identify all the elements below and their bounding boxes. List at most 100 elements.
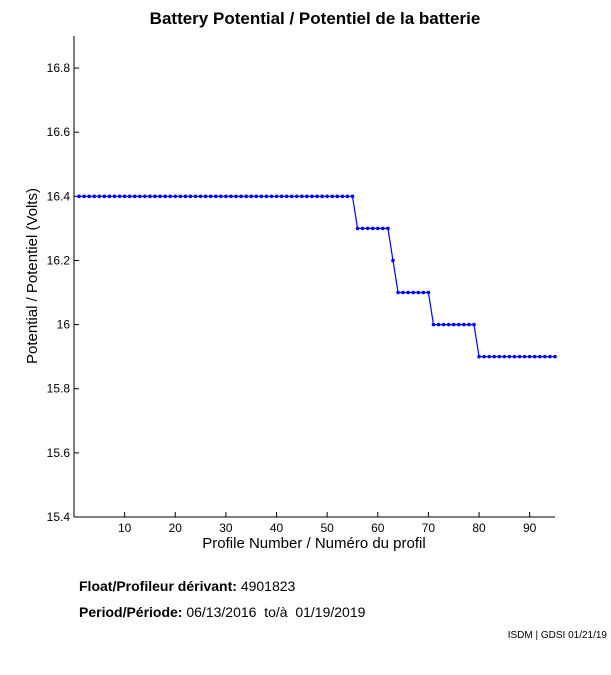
y-tick-label: 16.4 <box>47 189 71 203</box>
float-value: 4901823 <box>240 578 296 594</box>
data-point <box>522 354 527 359</box>
x-tick-label: 40 <box>270 521 284 535</box>
x-tick-label: 80 <box>472 521 486 535</box>
data-point <box>436 322 441 327</box>
data-point <box>320 194 324 199</box>
data-point <box>229 194 233 199</box>
data-point <box>482 354 486 359</box>
data-point <box>365 226 370 231</box>
data-point <box>527 354 532 359</box>
data-point <box>102 194 107 199</box>
data-point <box>360 226 365 231</box>
y-tick-label: 16.8 <box>47 61 71 75</box>
data-point <box>153 194 157 199</box>
data-point <box>375 226 380 231</box>
float-info: Float/Profileur dérivant: 4901823 <box>79 578 295 594</box>
x-tick-label: 10 <box>118 521 132 535</box>
data-point <box>330 194 335 199</box>
data-point <box>411 290 416 295</box>
data-point <box>355 226 360 231</box>
data-point <box>183 194 188 199</box>
y-tick-label: 16.2 <box>47 253 71 267</box>
data-point <box>462 322 466 327</box>
data-point <box>163 194 167 199</box>
data-point <box>264 194 269 199</box>
data-point <box>401 290 405 295</box>
x-tick-label: 20 <box>169 521 183 535</box>
data-point <box>148 194 152 199</box>
data-point <box>244 194 248 199</box>
data-point <box>543 354 547 359</box>
data-point <box>254 194 259 199</box>
data-point <box>77 194 81 199</box>
data-point <box>284 194 289 199</box>
data-point <box>203 194 208 199</box>
data-point <box>274 194 279 199</box>
data-point <box>158 194 162 199</box>
data-point <box>97 194 102 199</box>
data-point <box>345 194 350 199</box>
data-point <box>532 354 537 359</box>
data-point <box>492 354 497 359</box>
period-value: 06/13/2016 to/à 01/19/2019 <box>186 604 366 620</box>
series-line <box>79 195 555 358</box>
data-point <box>335 194 340 199</box>
data-point <box>117 194 122 199</box>
data-point <box>213 194 218 199</box>
data-point <box>467 322 471 327</box>
y-axis-label: Potential / Potentiel (Volts) <box>24 188 41 364</box>
data-point <box>396 290 400 295</box>
data-point <box>122 194 127 199</box>
chart-title: Battery Potential / Potentiel de la batt… <box>150 9 481 28</box>
data-point <box>548 354 552 359</box>
data-point <box>178 194 183 199</box>
data-point <box>457 322 461 327</box>
data-point <box>487 354 491 359</box>
data-point <box>310 194 314 199</box>
data-point <box>446 322 451 327</box>
data-point <box>132 194 137 199</box>
data-point <box>234 194 238 199</box>
x-tick-label: 50 <box>320 521 334 535</box>
data-point <box>451 322 456 327</box>
data-point <box>386 226 390 231</box>
float-label: Float/Profileur dérivant: <box>79 578 237 594</box>
data-point <box>477 354 481 359</box>
data-point <box>426 290 431 295</box>
data-point <box>112 194 117 199</box>
x-axis-label: Profile Number / Numéro du profil <box>202 535 425 552</box>
data-point <box>279 194 284 199</box>
data-point <box>370 226 375 231</box>
data-point <box>138 194 142 199</box>
x-tick-label: 90 <box>523 521 537 535</box>
data-point <box>107 194 112 199</box>
data-point <box>441 322 446 327</box>
data-point <box>538 354 542 359</box>
x-tick-label: 30 <box>219 521 233 535</box>
data-point <box>173 194 178 199</box>
data-point <box>507 354 512 359</box>
data-point <box>188 194 193 199</box>
period-label: Period/Période: <box>79 604 183 620</box>
data-point <box>92 194 97 199</box>
y-tick-label: 16 <box>57 318 71 332</box>
data-point <box>406 290 410 295</box>
data-point <box>421 290 426 295</box>
data-point <box>289 194 294 199</box>
data-point <box>193 194 198 199</box>
data-point <box>294 194 299 199</box>
data-point <box>517 354 522 359</box>
footer-credit: ISDM | GDSI 01/21/19 <box>507 630 607 641</box>
x-tick-label: 70 <box>422 521 436 535</box>
data-point <box>198 194 203 199</box>
period-info: Period/Période: 06/13/2016 to/à 01/19/20… <box>79 604 365 620</box>
data-point <box>416 290 421 295</box>
data-point <box>87 194 91 199</box>
data-point <box>431 322 436 327</box>
data-point <box>219 194 223 199</box>
data-point <box>300 194 304 199</box>
data-point <box>239 194 243 199</box>
data-point <box>350 194 355 199</box>
data-point <box>325 194 329 199</box>
